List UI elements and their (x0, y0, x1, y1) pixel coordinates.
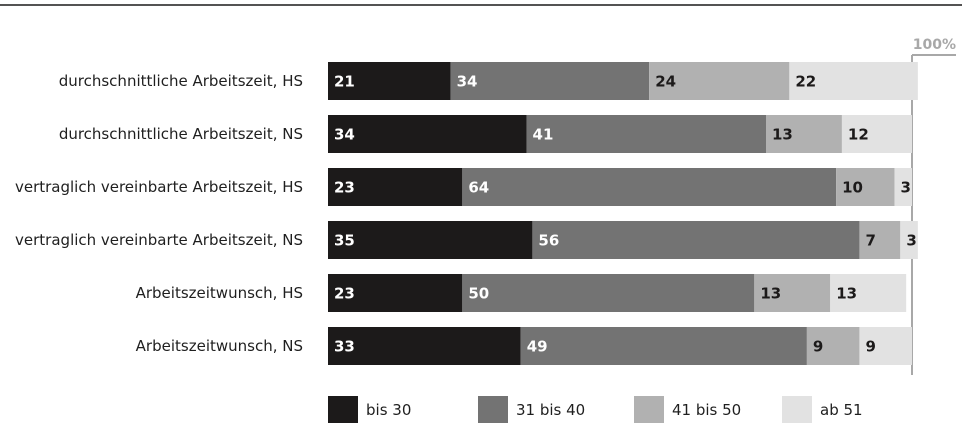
data-label: 23 (334, 285, 355, 303)
data-label: 64 (468, 179, 489, 197)
data-label: 21 (334, 73, 355, 91)
category-label: durchschnittliche Arbeitszeit, HS (59, 72, 303, 90)
bar-segment (900, 221, 918, 259)
bar-segment (894, 168, 912, 206)
legend-swatch (328, 396, 358, 423)
data-label: 12 (848, 126, 869, 144)
category-label: Arbeitszeitwunsch, NS (136, 337, 303, 355)
data-label: 34 (334, 126, 355, 144)
bar-segment (859, 327, 912, 365)
data-label: 3 (906, 232, 916, 250)
data-label: 13 (836, 285, 857, 303)
bar-segment (841, 115, 912, 153)
data-label: 41 (533, 126, 554, 144)
legend-label: ab 51 (820, 401, 863, 419)
legend-label: bis 30 (366, 401, 411, 419)
legend-swatch (782, 396, 812, 423)
data-label: 49 (527, 338, 548, 356)
bar-segment (754, 274, 831, 312)
bar-segment (328, 274, 463, 312)
bar-segment (830, 274, 907, 312)
data-label: 50 (468, 285, 489, 303)
data-label: 3 (900, 179, 910, 197)
bar-segment (532, 221, 860, 259)
data-label: 33 (334, 338, 355, 356)
category-label: vertraglich vereinbarte Arbeitszeit, HS (15, 178, 303, 196)
bar-segment (328, 327, 521, 365)
bar-segment (766, 115, 842, 153)
data-label: 22 (795, 73, 816, 91)
bar-segment (526, 115, 766, 153)
data-label: 13 (760, 285, 781, 303)
bar-segment (462, 274, 755, 312)
legend-swatch (478, 396, 508, 423)
bar-segment (806, 327, 860, 365)
data-label: 34 (457, 73, 478, 91)
legend: bis 30 31 bis 40 41 bis 50 ab 51 (328, 396, 863, 423)
bar-segment (328, 221, 533, 259)
data-label: 56 (538, 232, 559, 250)
category-labels: durchschnittliche Arbeitszeit, HS durchsc… (15, 72, 303, 355)
bar-segment (836, 168, 895, 206)
bar-segment (520, 327, 807, 365)
bars-group: 21 34 24 22 34 41 13 12 23 64 10 3 35 56 7 3 23 50 13 13 33 4… (328, 62, 918, 365)
data-label: 35 (334, 232, 355, 250)
category-label: vertraglich vereinbarte Arbeitszeit, NS (15, 231, 303, 249)
legend-label: 41 bis 50 (672, 401, 741, 419)
bar-segment (789, 62, 918, 100)
bar-segment (649, 62, 790, 100)
legend-label: 31 bis 40 (516, 401, 585, 419)
legend-swatch (634, 396, 664, 423)
scale-max-marker: 100% (911, 37, 956, 375)
bar-segment (328, 115, 527, 153)
data-label: 7 (865, 232, 875, 250)
scale-max-label: 100% (913, 37, 956, 53)
bar-segment (859, 221, 901, 259)
bar-segment (328, 62, 451, 100)
data-label: 9 (865, 338, 875, 356)
data-label: 10 (842, 179, 863, 197)
bar-segment (328, 168, 463, 206)
category-label: durchschnittliche Arbeitszeit, NS (59, 125, 303, 143)
bar-segment (450, 62, 650, 100)
data-label: 13 (772, 126, 793, 144)
category-label: Arbeitszeitwunsch, HS (136, 284, 303, 302)
data-label: 24 (655, 73, 676, 91)
data-label: 9 (813, 338, 823, 356)
bar-segment (462, 168, 837, 206)
data-label: 23 (334, 179, 355, 197)
